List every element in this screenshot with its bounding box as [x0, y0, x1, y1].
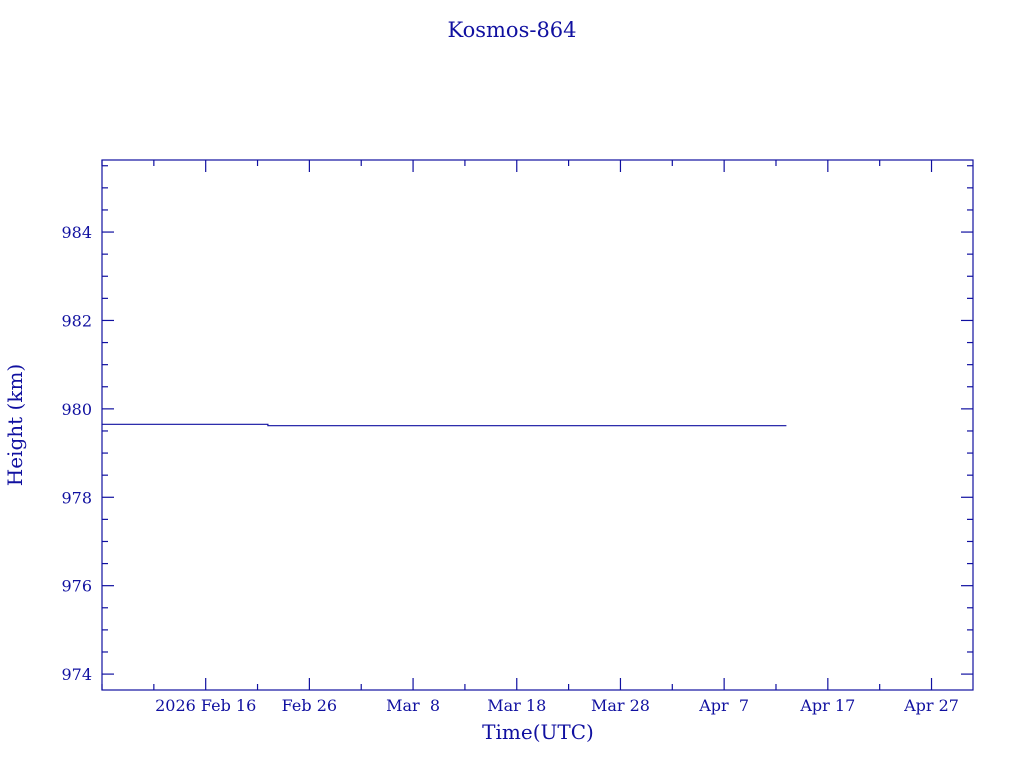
y-tick-label: 976: [61, 577, 92, 596]
x-tick-label: Apr 27: [903, 696, 959, 715]
x-tick-label: Apr 17: [799, 696, 855, 715]
x-axis-label: Time(UTC): [482, 720, 594, 744]
series: [102, 423, 787, 427]
height-series-line: [102, 423, 787, 427]
y-tick-label: 978: [61, 488, 92, 507]
x-tick-label: 2026 Feb 16: [155, 696, 256, 715]
x-tick-label: Apr 7: [698, 696, 749, 715]
plot-frame: [101, 159, 974, 691]
y-tick-label: 982: [61, 311, 92, 330]
x-tick-label: Mar 8: [386, 696, 440, 715]
chart-title: Kosmos-864: [447, 18, 576, 42]
x-tick-label: Mar 28: [591, 696, 650, 715]
ticks: 2026 Feb 16 Feb 26 Mar 8 Mar 18 Mar 28 Apr 7 A…: [61, 160, 973, 715]
y-tick-label: 980: [61, 400, 92, 419]
y-axis-label: Height (km): [3, 364, 27, 486]
y-tick-label: 974: [61, 665, 92, 684]
y-tick-label: 984: [61, 223, 92, 242]
x-tick-label: Feb 26: [282, 696, 337, 715]
x-tick-label: Mar 18: [487, 696, 546, 715]
